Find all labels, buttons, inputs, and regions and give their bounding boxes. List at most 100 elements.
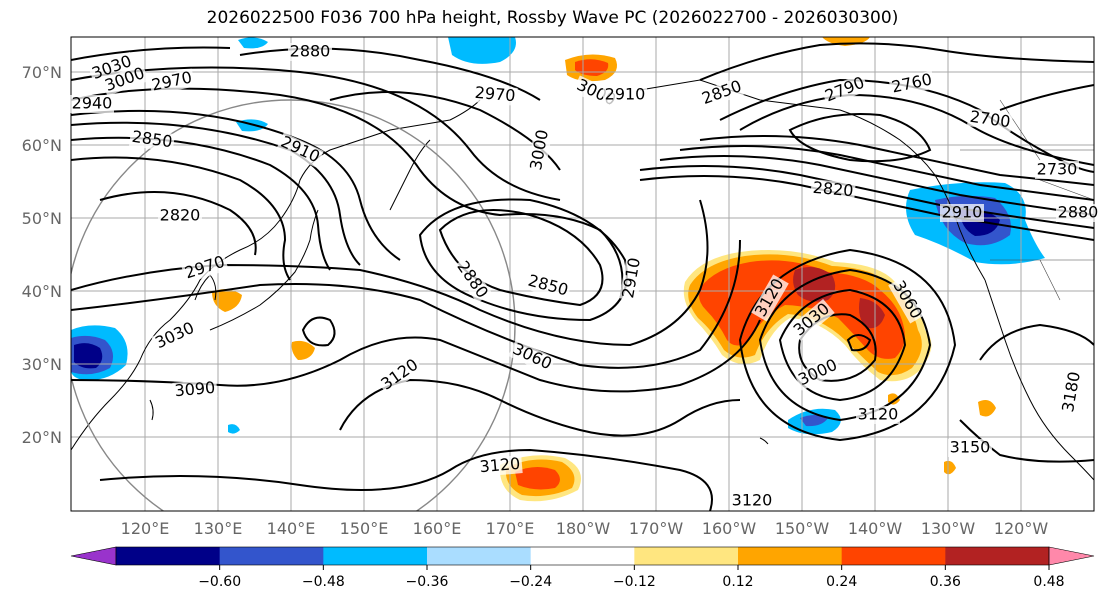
contour-label-background: [477, 455, 523, 477]
colorbar-tick-label: −0.36: [406, 574, 449, 590]
lat-tick-label: 40°N: [22, 282, 62, 301]
negative-anomaly-region: [800, 415, 828, 427]
contour-label-background: [472, 84, 518, 106]
contour-label-background: [698, 77, 746, 109]
lon-tick-label: 130°W: [921, 519, 976, 538]
contour-label: 2970: [474, 83, 516, 105]
contour-label-background: [888, 276, 926, 324]
contour-label-background: [1035, 161, 1079, 179]
colorbar-swatch: [116, 547, 221, 565]
contour-label-background: [101, 64, 149, 96]
contour-label-background: [1056, 204, 1100, 222]
height-contour: [959, 419, 1094, 463]
colorbar-swatch: [738, 547, 843, 565]
contour-label-background: [452, 256, 492, 304]
lon-tick-label: 150°E: [340, 519, 389, 538]
height-contour: [659, 155, 1094, 216]
colorbar-extend-max: [1048, 546, 1095, 566]
lon-tick-label: 160°E: [413, 519, 462, 538]
positive-anomaly-region: [859, 298, 885, 329]
colorbar-tick-label: −0.48: [302, 574, 345, 590]
lat-axis: 70°N 60°N 50°N 40°N 30°N 20°N: [22, 63, 62, 447]
colorbar-extend-min: [70, 546, 117, 566]
contour-label-background: [527, 126, 553, 174]
contour-label-background: [70, 95, 114, 113]
hawaii-coastline: [759, 437, 769, 445]
colorbar-swatch: [841, 547, 946, 565]
height-contour: [71, 66, 561, 201]
colorbar-tick-label: 0.36: [930, 574, 961, 590]
positive-anomaly-region: [212, 289, 242, 312]
contour-label-background: [966, 108, 1014, 132]
positive-anomaly-region: [698, 260, 905, 359]
contour-label-background: [128, 128, 176, 152]
contour-label-background: [88, 52, 136, 84]
contour-label-background: [1059, 368, 1085, 416]
height-contour: [99, 191, 257, 256]
map-title: 2026022500 F036 700 hPa height, Rossby W…: [206, 8, 899, 28]
colorbar-tick-label: −0.60: [198, 574, 241, 590]
lon-tick-label: 120°W: [994, 519, 1049, 538]
colorbar-tick-label: 0.24: [826, 574, 857, 590]
contour-label: 3150: [950, 438, 991, 457]
height-contour: [679, 145, 1094, 201]
contour-label: 2910: [605, 85, 646, 104]
height-contour: [739, 93, 1094, 166]
height-contour: [999, 84, 1094, 111]
contour-label: 3120: [858, 405, 899, 424]
lon-tick-label: 180°W: [556, 519, 611, 538]
height-contour: [71, 156, 291, 281]
colorbar-swatch: [427, 547, 532, 565]
lat-tick-label: 60°N: [22, 136, 62, 155]
contour-label-background: [619, 254, 645, 302]
contour-label: 3120: [732, 491, 773, 510]
colorbar-frame: [115, 546, 1050, 566]
contour-label-background: [751, 274, 789, 322]
kamchatka-coastline: [389, 139, 431, 211]
contour-label-background: [730, 492, 774, 510]
lon-tick-label: 160°W: [702, 519, 757, 538]
taiwan-coastline: [149, 399, 154, 421]
lon-tick-label: 140°E: [267, 519, 316, 538]
negative-anomaly-region: [228, 424, 240, 434]
contour-label-background: [948, 439, 992, 457]
contour-label-background: [158, 207, 202, 225]
height-contour: [699, 42, 1094, 81]
lat-tick-label: 30°N: [22, 355, 62, 374]
negative-anomaly-region: [74, 343, 103, 369]
colorbar-swatch: [945, 547, 1050, 565]
lon-axis: 120°E 130°E 140°E 150°E 160°E 170°E 180°…: [121, 519, 1049, 538]
positive-anomaly-region: [944, 460, 956, 475]
contour-label: 2940: [72, 94, 113, 113]
negative-anomaly-region: [238, 37, 268, 49]
lat-tick-label: 20°N: [22, 428, 62, 447]
lon-tick-label: 130°E: [194, 519, 243, 538]
contour-label: 2880: [290, 42, 331, 61]
colorbar-tick-label: −0.12: [613, 574, 656, 590]
lon-tick-label: 170°W: [629, 519, 684, 538]
height-contour: [71, 239, 741, 369]
lon-tick-label: 120°E: [121, 519, 170, 538]
lon-tick-label: 170°E: [486, 519, 535, 538]
contour-label-background: [789, 298, 835, 342]
height-contour: [438, 209, 604, 307]
positive-anomaly-region: [515, 466, 560, 490]
height-contour: [738, 248, 957, 442]
contour-label-background: [524, 271, 572, 301]
lon-tick-label: 140°W: [848, 519, 903, 538]
colorbar-swatch: [323, 547, 428, 565]
height-contour: [788, 113, 932, 163]
contour-label-background: [288, 43, 332, 61]
contour-label-background: [508, 339, 556, 375]
contour-label-background: [888, 70, 936, 98]
lat-tick-label: 70°N: [22, 63, 62, 82]
contour-label-background: [276, 132, 324, 168]
contour-label-background: [821, 73, 869, 107]
colorbar: −0.60 −0.48 −0.36 −0.24 −0.12 0.12 0.24 0.36 0.4…: [70, 546, 1095, 590]
contour-label-background: [810, 179, 856, 201]
contour-label-background: [151, 318, 199, 354]
contour-label: 2820: [812, 178, 854, 200]
domain-circle: [71, 99, 516, 511]
contour-label: 2910: [942, 203, 983, 222]
